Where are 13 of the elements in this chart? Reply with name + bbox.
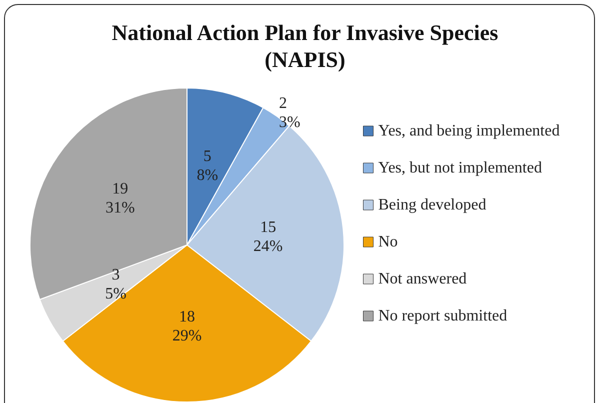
legend-label: No report submitted: [378, 308, 508, 324]
chart-title: National Action Plan for Invasive Species (NAPIS): [112, 20, 499, 72]
data-label: 2 3%: [278, 94, 300, 131]
data-label: 19 31%: [105, 180, 135, 216]
legend-label: Being developed: [378, 196, 486, 214]
legend-label: No: [378, 234, 398, 250]
legend-label: Yes, but not implemented: [378, 160, 542, 176]
legend-label: Yes, and being implemented: [378, 122, 560, 140]
legend-label: Not answered: [378, 270, 467, 288]
data-label: 15 24%: [253, 218, 283, 255]
data-label: 3 5%: [105, 266, 126, 303]
data-label: 18 29%: [172, 308, 202, 344]
data-label: 5 8%: [196, 148, 218, 184]
